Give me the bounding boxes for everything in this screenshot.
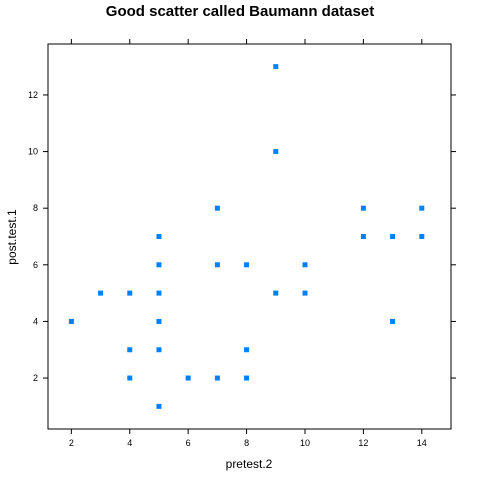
x-tick-label: 10 (300, 438, 310, 448)
y-tick-label: 12 (28, 90, 38, 100)
data-point (127, 290, 133, 296)
data-point (302, 290, 308, 296)
data-point (419, 234, 425, 239)
y-tick-label: 10 (28, 147, 38, 157)
y-tick-label: 4 (33, 316, 38, 326)
data-point (185, 375, 191, 381)
data-point (273, 149, 279, 155)
data-point (127, 375, 133, 381)
data-point (156, 347, 162, 353)
data-point (156, 403, 162, 409)
data-point (156, 318, 162, 324)
y-tick-label: 2 (33, 373, 38, 383)
y-tick-label: 6 (33, 260, 38, 270)
x-tick-label: 8 (244, 438, 249, 448)
data-point (390, 318, 396, 324)
x-axis-label: pretest.2 (226, 457, 273, 471)
x-tick-label: 12 (358, 438, 368, 448)
x-tick-label: 6 (186, 438, 191, 448)
data-point (127, 347, 133, 353)
data-point (98, 290, 104, 296)
data-point (302, 262, 308, 268)
y-tick-label: 8 (33, 203, 38, 213)
data-point (214, 205, 220, 211)
chart-title: Good scatter called Baumann dataset (106, 3, 374, 20)
data-point (244, 262, 250, 268)
data-point (214, 375, 220, 381)
data-point (68, 318, 74, 324)
y-axis-label: post.test.1 (5, 209, 19, 265)
data-point (419, 205, 425, 211)
data-point (156, 234, 162, 239)
data-point (390, 234, 396, 239)
x-tick-label: 2 (69, 438, 74, 448)
data-points (68, 64, 425, 409)
data-point (156, 262, 162, 268)
x-tick-label: 4 (127, 438, 132, 448)
axis-ticks: 2 4 6 8 10 12 14 2 4 6 8 10 12 (28, 39, 456, 448)
plot-frame (47, 43, 452, 430)
data-point (360, 205, 366, 211)
data-point (214, 262, 220, 268)
x-tick-label: 14 (417, 438, 427, 448)
data-point (360, 234, 366, 239)
data-point (244, 375, 250, 381)
data-point (273, 64, 279, 70)
data-point (156, 290, 162, 296)
data-point (273, 290, 279, 296)
data-point (244, 347, 250, 353)
